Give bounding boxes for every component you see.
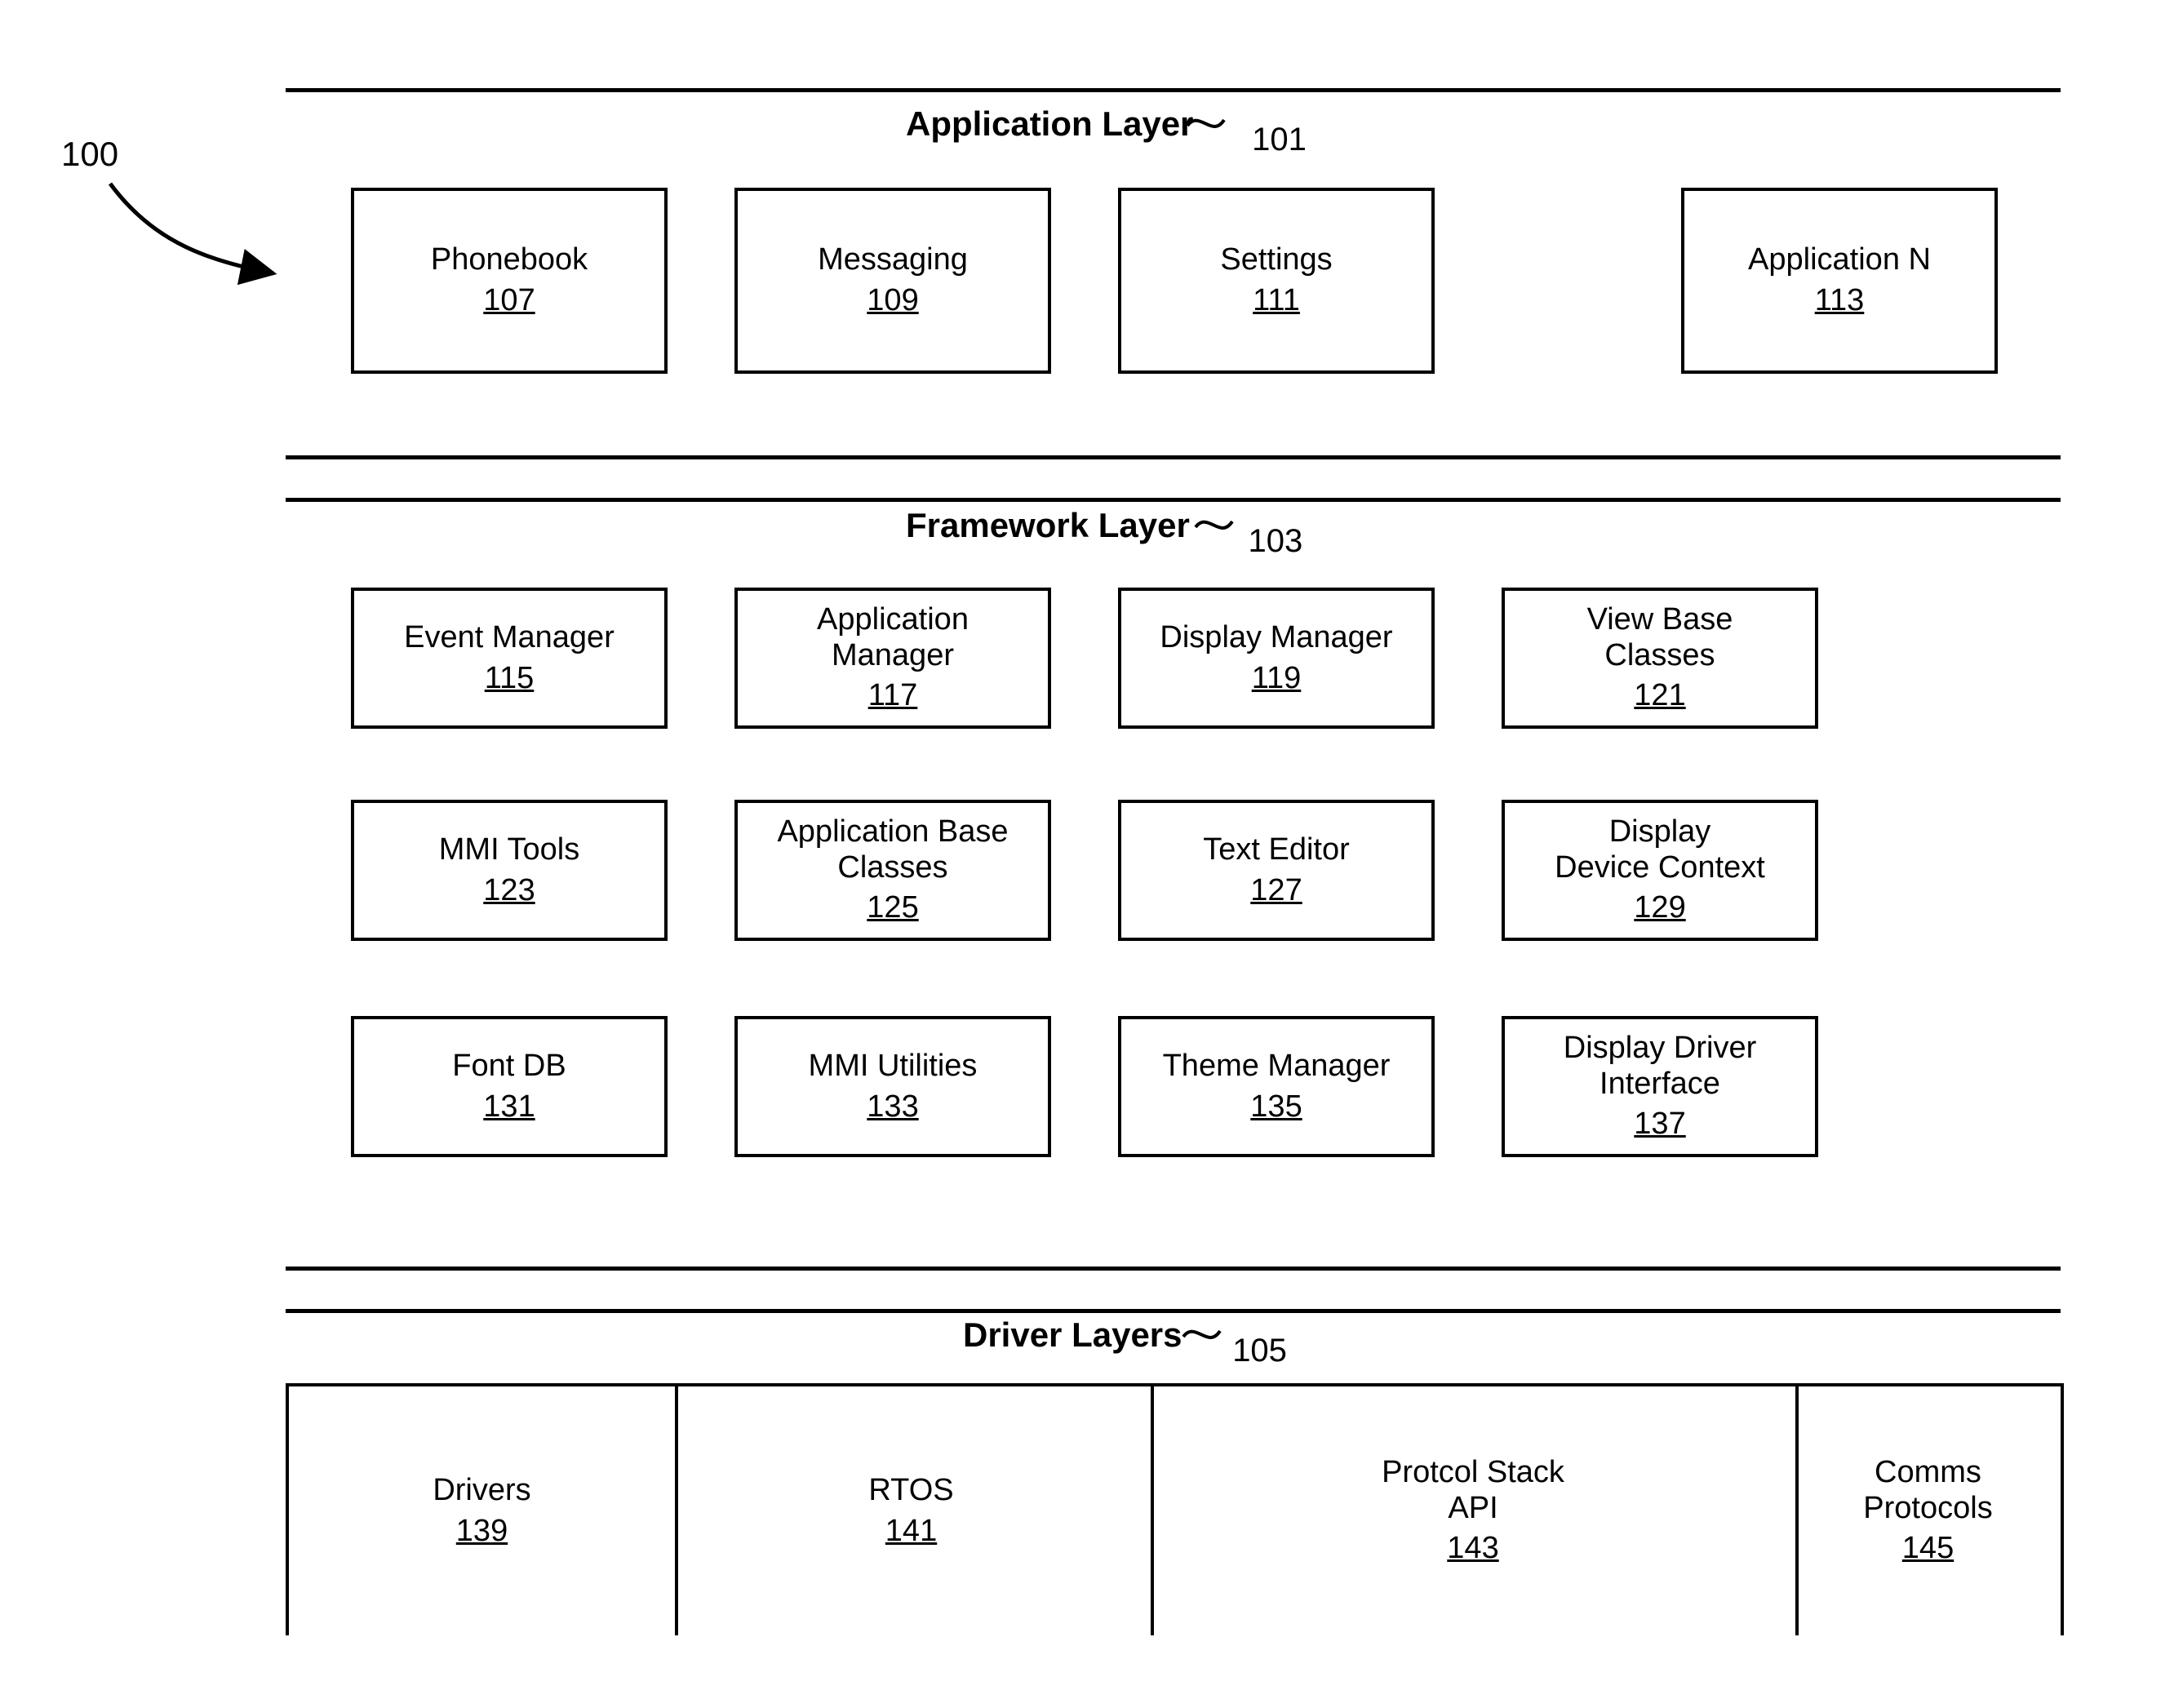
box-ref: 137	[1634, 1107, 1685, 1142]
box-label: View BaseClasses	[1587, 602, 1733, 673]
fw-box-display-manager: Display Manager 119	[1118, 588, 1435, 729]
box-label: Settings	[1220, 242, 1332, 278]
box-label: MMI Utilities	[809, 1049, 978, 1085]
box-label: Drivers	[433, 1473, 530, 1509]
box-label: Display Manager	[1160, 620, 1392, 656]
box-label: Theme Manager	[1163, 1049, 1391, 1085]
divider	[286, 1267, 2061, 1271]
figure-100: 100 Application Layer 101 Phonebook 107 …	[0, 0, 2183, 1708]
divider	[286, 498, 2061, 502]
box-ref: 133	[867, 1089, 918, 1125]
box-ref: 107	[483, 283, 535, 319]
box-ref: 131	[483, 1089, 535, 1125]
box-ref: 109	[867, 283, 918, 319]
box-ref: 121	[1634, 678, 1685, 714]
box-ref: 141	[885, 1514, 937, 1550]
fw-box-display-device-context: DisplayDevice Context 129	[1502, 800, 1818, 941]
box-label: Protcol StackAPI	[1382, 1455, 1564, 1526]
divider	[286, 455, 2061, 459]
box-ref: 135	[1250, 1089, 1302, 1125]
fw-box-application-manager: ApplicationManager 117	[734, 588, 1051, 729]
box-label: Display DriverInterface	[1564, 1031, 1756, 1102]
box-ref: 139	[456, 1514, 508, 1550]
box-ref: 111	[1253, 283, 1300, 319]
fw-box-display-driver-interface: Display DriverInterface 137	[1502, 1016, 1818, 1157]
fw-box-text-editor: Text Editor 127	[1118, 800, 1435, 941]
drv-cell-rtos: RTOS 141	[672, 1383, 1154, 1635]
framework-layer-ref: 103	[1249, 523, 1303, 559]
box-label: ApplicationManager	[817, 602, 969, 673]
app-box-application-n: Application N 113	[1681, 188, 1998, 374]
driver-layer-ref: 105	[1232, 1333, 1287, 1369]
fw-box-view-base-classes: View BaseClasses 121	[1502, 588, 1818, 729]
fw-box-event-manager: Event Manager 115	[351, 588, 668, 729]
divider	[286, 88, 2061, 92]
app-box-phonebook: Phonebook 107	[351, 188, 668, 374]
box-label: CommsProtocols	[1863, 1455, 1992, 1526]
drv-cell-drivers: Drivers 139	[286, 1383, 678, 1635]
fw-box-application-base-classes: Application BaseClasses 125	[734, 800, 1051, 941]
figure-ref-arrow	[0, 0, 326, 326]
box-label: Application BaseClasses	[777, 814, 1008, 885]
box-ref: 119	[1252, 661, 1302, 697]
driver-layer-title: Driver Layers 105	[963, 1315, 1246, 1355]
application-layer-ref: 101	[1252, 122, 1307, 157]
app-box-messaging: Messaging 109	[734, 188, 1051, 374]
box-ref: 123	[483, 873, 535, 909]
box-label: MMI Tools	[439, 832, 579, 868]
app-box-settings: Settings 111	[1118, 188, 1435, 374]
fw-box-mmi-utilities: MMI Utilities 133	[734, 1016, 1051, 1157]
driver-layer-title-text: Driver Layers	[963, 1315, 1182, 1354]
framework-layer-title: Framework Layer 103	[906, 506, 1253, 545]
fw-box-mmi-tools: MMI Tools 123	[351, 800, 668, 941]
fw-box-theme-manager: Theme Manager 135	[1118, 1016, 1435, 1157]
box-label: Phonebook	[431, 242, 588, 278]
box-label: Application N	[1748, 242, 1931, 278]
box-label: Event Manager	[404, 620, 615, 656]
fw-box-font-db: Font DB 131	[351, 1016, 668, 1157]
drv-cell-comms-protocols: CommsProtocols 145	[1795, 1383, 2064, 1635]
application-layer-title: Application Layer 101	[906, 104, 1258, 144]
box-label: Font DB	[452, 1049, 566, 1085]
box-ref: 117	[868, 678, 918, 714]
box-label: Text Editor	[1203, 832, 1350, 868]
box-ref: 113	[1815, 283, 1865, 319]
box-label: Messaging	[818, 242, 968, 278]
divider	[286, 1309, 2061, 1313]
box-ref: 125	[867, 890, 918, 926]
box-label: DisplayDevice Context	[1555, 814, 1765, 885]
box-ref: 129	[1634, 890, 1685, 926]
box-ref: 127	[1250, 873, 1302, 909]
box-label: RTOS	[868, 1473, 953, 1509]
drv-cell-protocol-stack-api: Protcol StackAPI 143	[1151, 1383, 1799, 1635]
box-ref: 145	[1902, 1531, 1954, 1567]
box-ref: 143	[1447, 1531, 1498, 1567]
framework-layer-title-text: Framework Layer	[906, 506, 1190, 544]
application-layer-title-text: Application Layer	[906, 104, 1193, 143]
box-ref: 115	[485, 661, 535, 697]
